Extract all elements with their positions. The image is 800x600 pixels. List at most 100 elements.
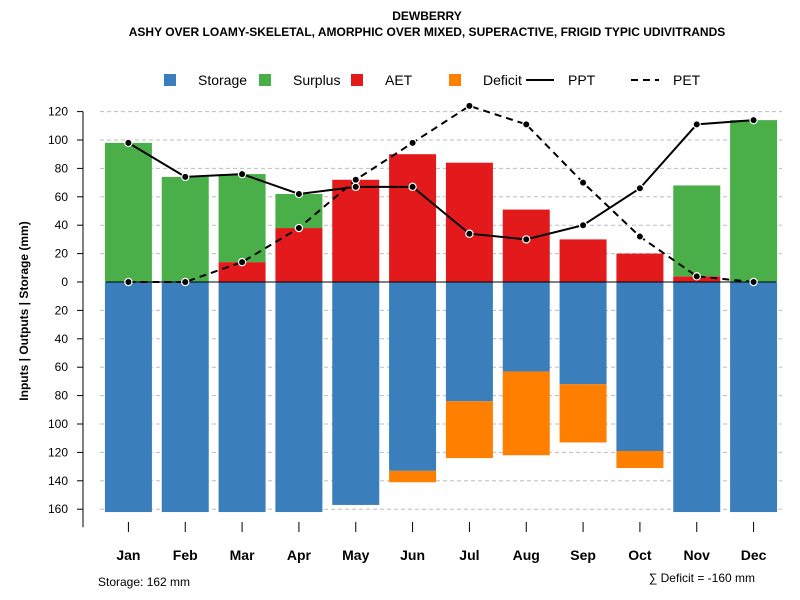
x-tick-label-jan: Jan — [116, 547, 140, 563]
legend-label: Surplus — [293, 72, 340, 88]
storage-bar — [673, 282, 721, 513]
month-bars-apr — [275, 193, 323, 513]
month-bars-sep — [559, 239, 607, 443]
aet-bar — [275, 228, 323, 282]
x-tick-label-oct: Oct — [628, 547, 652, 563]
gridlines — [100, 111, 782, 510]
pet-point — [578, 178, 588, 187]
month-bars-feb — [161, 176, 209, 513]
storage-bar — [730, 282, 778, 513]
surplus-bar — [161, 176, 209, 282]
legend-label: PPT — [568, 72, 596, 88]
pet-point — [522, 120, 531, 129]
y-tick-label: 120 — [48, 445, 68, 459]
surplus-bar — [275, 193, 323, 229]
x-tick-label-jun: Jun — [400, 547, 425, 563]
month-bars-jun — [389, 154, 437, 483]
pet-line — [128, 104, 754, 283]
pet-point — [692, 272, 701, 281]
surplus-bar — [218, 174, 266, 263]
legend-item-ppt: PPT — [526, 72, 596, 88]
y-tick-label: 100 — [48, 417, 68, 431]
ppt-point — [294, 189, 304, 199]
ppt-point — [578, 220, 588, 230]
pet-point — [294, 223, 304, 233]
x-tick-label-aug: Aug — [513, 547, 540, 563]
chart-subtitle: ASHY OVER LOAMY-SKELETAL, AMORPHIC OVER … — [129, 25, 726, 39]
ppt-point — [351, 182, 360, 192]
deficit-bar — [502, 371, 550, 456]
legend-swatch — [449, 74, 461, 86]
ppt-point — [635, 184, 645, 193]
legend-item-deficit: Deficit — [449, 72, 522, 88]
legend-item-aet: AET — [351, 72, 413, 88]
aet-bar — [389, 154, 437, 282]
deficit-bar — [389, 470, 437, 483]
y-tick-label: 40 — [55, 332, 69, 346]
deficit-bar — [445, 401, 493, 459]
y-tick-label: 40 — [55, 218, 69, 232]
ppt-point — [181, 172, 190, 182]
legend-label: AET — [385, 72, 413, 88]
surplus-bar — [104, 142, 152, 282]
y-tick-label: 20 — [55, 303, 69, 317]
y-axis-label: Inputs | Outputs | Storage (mm) — [17, 221, 31, 400]
y-tick-label: 60 — [55, 190, 69, 204]
month-bars-aug — [502, 209, 550, 456]
storage-bar — [616, 282, 664, 451]
month-bars-mar — [218, 174, 266, 513]
deficit-footnote: ∑ Deficit = -160 mm — [649, 571, 755, 585]
y-tick-label: 80 — [55, 389, 69, 403]
chart-title: DEWBERRY — [392, 9, 462, 23]
storage-bar — [389, 282, 437, 471]
month-bars-oct — [616, 253, 664, 469]
legend-label: PET — [673, 72, 701, 88]
x-tick-label-dec: Dec — [741, 547, 767, 563]
x-tick-label-apr: Apr — [287, 547, 312, 563]
pet-point — [408, 138, 417, 148]
y-tick-label: 160 — [48, 502, 68, 516]
pet-point — [635, 232, 645, 241]
surplus-bar — [673, 185, 721, 277]
month-bars-jan — [104, 142, 152, 513]
legend-item-storage: Storage — [164, 72, 247, 88]
pet-point — [749, 277, 758, 287]
pet-point — [351, 175, 360, 184]
pet-point — [181, 277, 190, 287]
y-tick-label: 100 — [48, 133, 68, 147]
aet-bar — [502, 209, 550, 282]
series-lines — [124, 101, 758, 287]
month-bars-may — [332, 179, 380, 505]
ppt-point — [237, 169, 247, 179]
storage-bar — [275, 282, 323, 513]
legend-swatch — [164, 74, 176, 86]
y-tick-label: 0 — [61, 275, 68, 289]
x-tick-label-nov: Nov — [684, 547, 711, 563]
pet-point — [237, 257, 247, 267]
legend-label: Deficit — [483, 72, 522, 88]
ppt-point — [522, 235, 531, 244]
storage-bar — [218, 282, 266, 513]
legend-swatch — [259, 74, 271, 86]
y-tick-label: 140 — [48, 474, 68, 488]
deficit-bar — [616, 450, 664, 469]
aet-bar — [616, 253, 664, 282]
y-tick-label: 80 — [55, 161, 69, 175]
surplus-bar — [730, 120, 778, 283]
storage-bar — [445, 282, 493, 402]
x-axis: Jan Feb Mar Apr May Jun Jul Aug Sep Oct Nov Dec — [116, 522, 767, 563]
x-tick-label-sep: Sep — [570, 547, 596, 563]
storage-bar — [161, 282, 209, 513]
ppt-point — [408, 182, 417, 192]
legend-label: Storage — [198, 72, 247, 88]
x-tick-label-feb: Feb — [173, 547, 198, 563]
legend-item-surplus: Surplus — [259, 72, 340, 88]
ppt-point — [692, 120, 701, 129]
aet-bar — [332, 179, 380, 282]
bars — [104, 120, 778, 513]
storage-footnote: Storage: 162 mm — [98, 575, 190, 589]
legend: Storage Surplus AET Deficit PPT PET — [164, 72, 701, 88]
deficit-bar — [559, 384, 607, 443]
y-axis: 120 100 80 60 40 20 0 20 40 60 80 100 120 140 160 — [48, 105, 84, 528]
